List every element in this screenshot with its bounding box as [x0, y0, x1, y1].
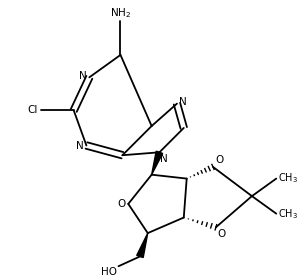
Text: CH$_3$: CH$_3$: [278, 172, 298, 185]
Text: N: N: [179, 97, 187, 107]
Text: N: N: [76, 141, 84, 151]
Text: NH$_2$: NH$_2$: [110, 6, 131, 20]
Text: HO: HO: [101, 267, 117, 277]
Text: Cl: Cl: [27, 106, 38, 115]
Text: O: O: [218, 229, 226, 239]
Text: O: O: [215, 155, 223, 165]
Text: N: N: [160, 154, 168, 164]
Text: N: N: [79, 71, 86, 81]
Text: O: O: [117, 199, 125, 209]
Polygon shape: [152, 151, 163, 175]
Polygon shape: [137, 233, 148, 258]
Text: CH$_3$: CH$_3$: [278, 207, 298, 221]
